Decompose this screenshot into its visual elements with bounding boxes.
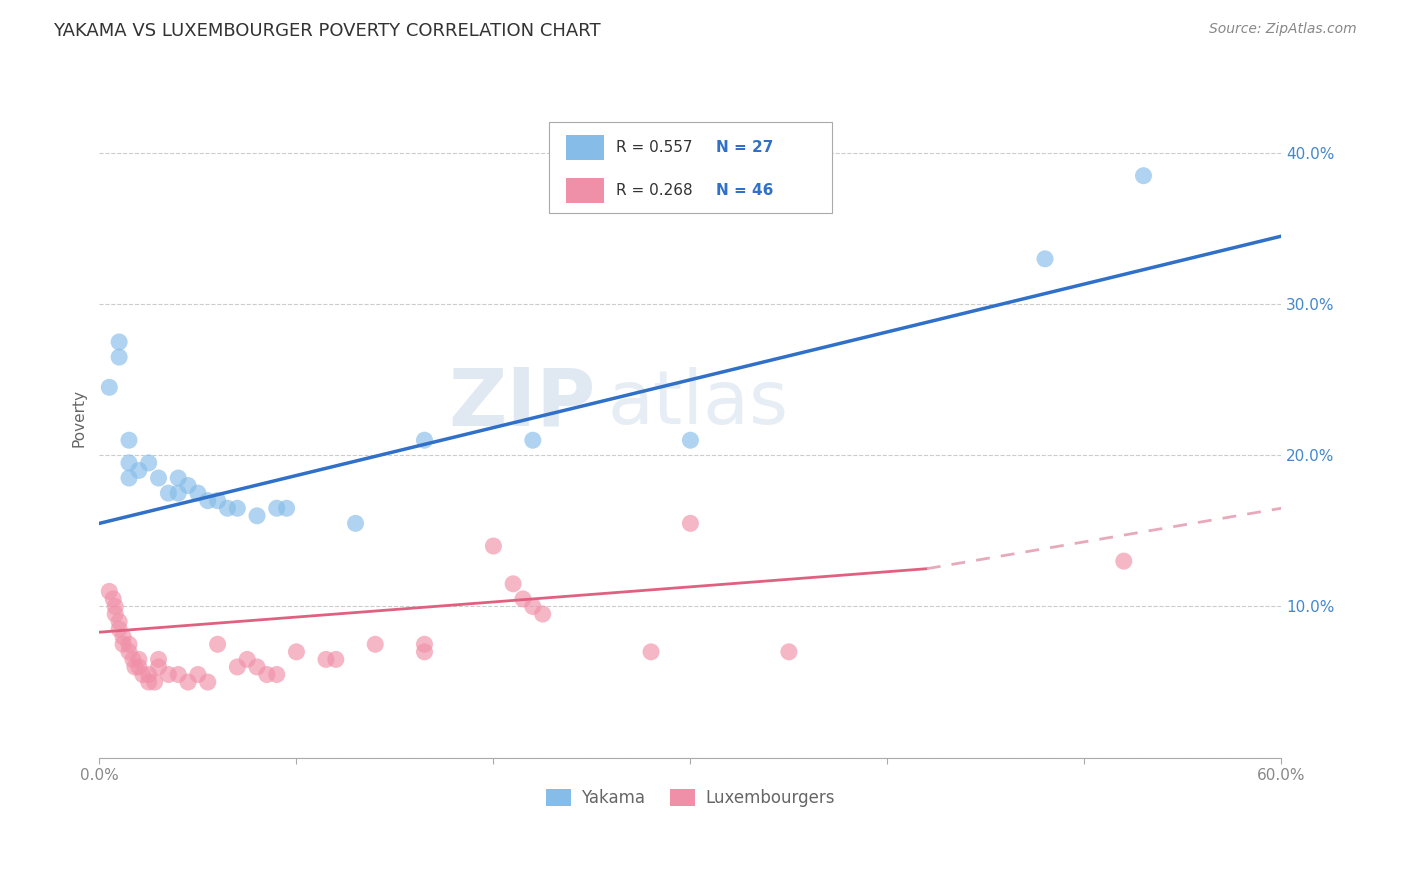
Point [148,660,170,674]
FancyBboxPatch shape [548,121,832,213]
Point [266,667,288,681]
Point [482,539,505,553]
Point [122,652,145,666]
Point [177,478,200,492]
Text: N = 27: N = 27 [717,140,773,155]
Point [236,652,259,666]
Point [217,501,239,516]
Point [157,667,180,681]
FancyBboxPatch shape [567,178,605,202]
Point [531,607,554,621]
Point [1033,252,1056,266]
Point [98,380,121,394]
Point [104,607,127,621]
Point [512,591,534,606]
Point [103,591,125,606]
Point [246,660,269,674]
Point [138,675,160,690]
Point [157,486,180,500]
Point [679,434,702,448]
Point [128,660,150,674]
Point [128,652,150,666]
Point [138,667,160,681]
Point [118,471,141,485]
Point [132,667,155,681]
Point [167,471,190,485]
Point [128,463,150,477]
Point [98,584,121,599]
Point [364,637,387,651]
Point [118,637,141,651]
Point [112,630,135,644]
Text: R = 0.557: R = 0.557 [616,140,692,155]
Point [148,471,170,485]
Point [104,599,127,614]
FancyBboxPatch shape [567,135,605,160]
Point [167,667,190,681]
Point [640,645,662,659]
Point [344,516,367,531]
Point [108,334,131,349]
Point [143,675,166,690]
Point [177,675,200,690]
Point [522,434,544,448]
Point [285,645,308,659]
Point [679,516,702,531]
Text: R = 0.268: R = 0.268 [616,183,693,198]
Point [413,645,436,659]
Point [207,637,229,651]
Point [226,501,249,516]
Legend: Yakama, Luxembourgers: Yakama, Luxembourgers [540,782,841,814]
Point [197,493,219,508]
Point [246,508,269,523]
Point [108,350,131,364]
Text: atlas: atlas [607,368,789,441]
Point [187,486,209,500]
Point [266,501,288,516]
Point [108,622,131,636]
Point [138,456,160,470]
Point [108,615,131,629]
Text: N = 46: N = 46 [717,183,773,198]
Point [124,660,146,674]
Text: Source: ZipAtlas.com: Source: ZipAtlas.com [1209,22,1357,37]
Point [118,645,141,659]
Point [187,667,209,681]
Point [1112,554,1135,568]
Point [522,599,544,614]
Point [1132,169,1154,183]
Point [325,652,347,666]
Point [315,652,337,666]
Text: ZIP: ZIP [449,365,596,443]
Y-axis label: Poverty: Poverty [72,389,86,447]
Point [207,493,229,508]
Point [148,652,170,666]
Point [502,576,524,591]
Point [112,637,135,651]
Point [413,434,436,448]
Text: YAKAMA VS LUXEMBOURGER POVERTY CORRELATION CHART: YAKAMA VS LUXEMBOURGER POVERTY CORRELATI… [53,22,600,40]
Point [276,501,298,516]
Point [226,660,249,674]
Point [118,434,141,448]
Point [778,645,800,659]
Point [167,486,190,500]
Point [413,637,436,651]
Point [197,675,219,690]
Point [118,456,141,470]
Point [256,667,278,681]
